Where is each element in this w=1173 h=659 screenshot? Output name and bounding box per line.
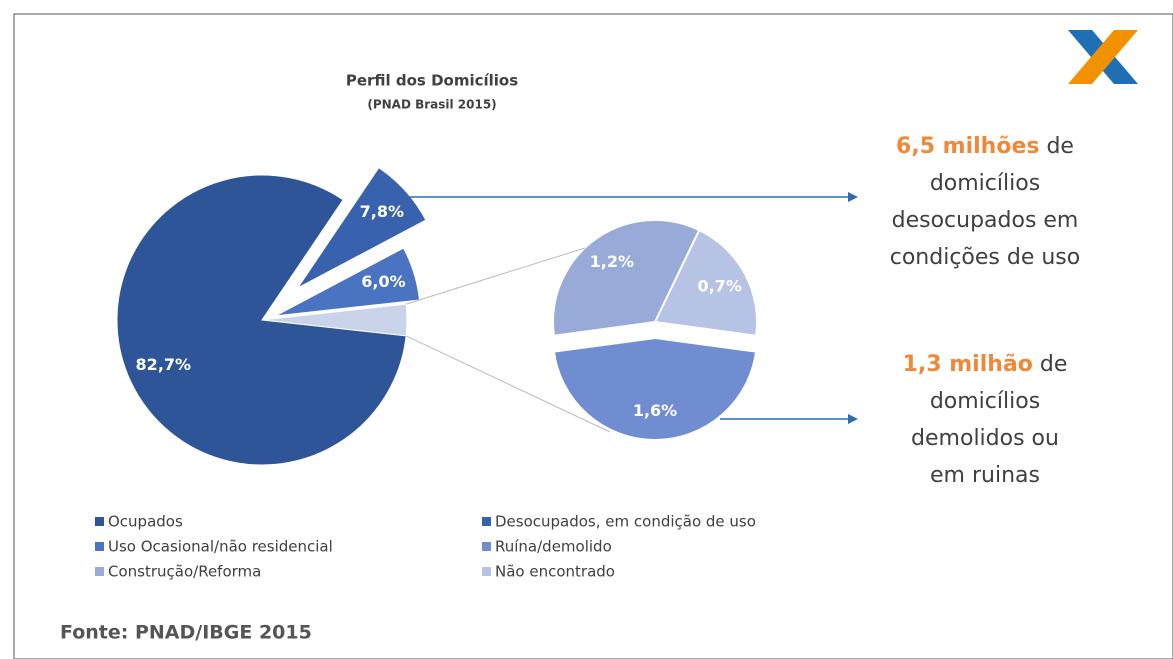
- pie-slice: [552, 336, 758, 441]
- legend-label: Ocupados: [108, 513, 183, 531]
- data-label: 7,8%: [360, 202, 404, 221]
- connector: [405, 335, 611, 433]
- annotation-lead: 6,5 milhões de: [896, 134, 1074, 159]
- annotation-text: em ruinas: [930, 463, 1040, 488]
- pie-slice: [552, 219, 701, 337]
- annotation-space: [1033, 352, 1040, 377]
- connector: [405, 247, 586, 305]
- legend-swatch: [95, 517, 104, 526]
- legend-swatch: [482, 542, 491, 551]
- legend-swatch: [95, 567, 104, 576]
- arrow-head: [848, 192, 858, 202]
- annotation-text: domicílios: [930, 389, 1040, 414]
- data-label: 0,7%: [697, 277, 741, 296]
- annotation-text: condições de uso: [890, 245, 1080, 270]
- pie-slice: [116, 174, 407, 466]
- pie-slice: [653, 228, 758, 337]
- legend-swatch: [95, 542, 104, 551]
- chart-subtitle: (PNAD Brasil 2015): [367, 98, 496, 112]
- legend-swatch: [482, 567, 491, 576]
- data-label: 1,6%: [633, 401, 677, 420]
- annotation-highlight: 6,5 milhões: [896, 134, 1039, 159]
- data-label: 1,2%: [590, 252, 634, 271]
- annotation-lead: 1,3 milhão de: [903, 352, 1068, 377]
- legend-label: Não encontrado: [495, 563, 615, 581]
- data-label: 82,7%: [136, 355, 192, 374]
- source: Fonte: PNAD/IBGE 2015: [60, 622, 312, 644]
- annotation-text: desocupados em: [892, 208, 1079, 233]
- annotation-text: demolidos ou: [911, 426, 1059, 451]
- annotation-space: [1039, 134, 1046, 159]
- logo: [1068, 30, 1138, 84]
- annotation-text: de: [1040, 352, 1068, 377]
- pie-slice: [297, 167, 427, 289]
- arrow-head: [848, 414, 858, 424]
- legend-swatch: [482, 517, 491, 526]
- legend-label: Desocupados, em condição de uso: [495, 513, 756, 531]
- annotation-highlight: 1,3 milhão: [903, 352, 1033, 377]
- annotation-text: domicílios: [930, 171, 1040, 196]
- legend-label: Ruína/demolido: [495, 538, 612, 556]
- legend-label: Construção/Reforma: [108, 563, 261, 581]
- chart-title: Perfil dos Domicílios: [346, 72, 518, 90]
- legend-label: Uso Ocasional/não residencial: [108, 538, 333, 556]
- annotation-text: de: [1046, 134, 1074, 159]
- data-label: 6,0%: [361, 272, 405, 291]
